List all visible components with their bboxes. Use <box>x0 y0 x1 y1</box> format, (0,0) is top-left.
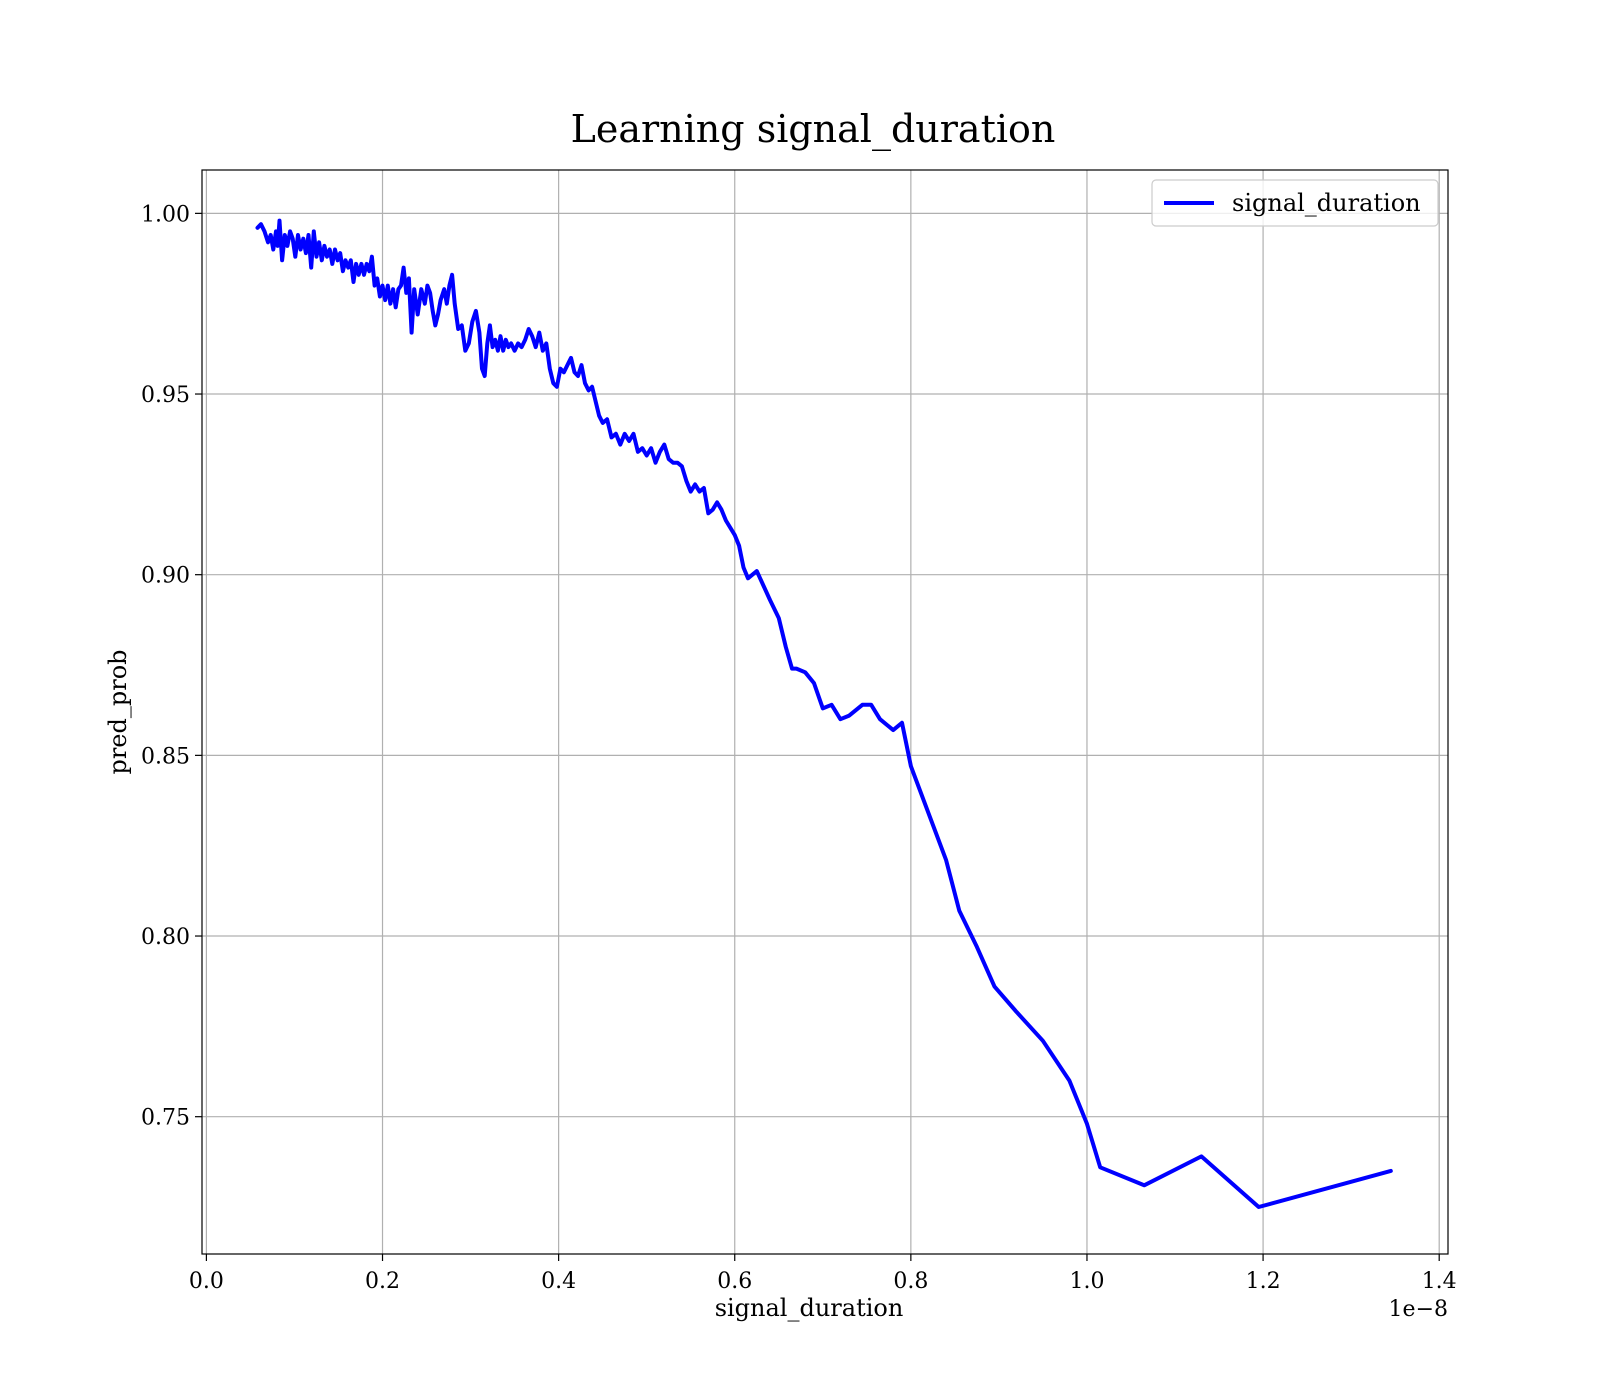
x-tick-label: 0.4 <box>541 1269 576 1294</box>
x-tick-label: 0.8 <box>893 1269 928 1294</box>
series-line-signal-duration <box>255 218 1393 1209</box>
y-tick-label: 1.00 <box>141 202 190 227</box>
y-axis-label: pred_prob <box>104 649 132 774</box>
x-tick-label: 1.2 <box>1246 1269 1281 1294</box>
x-tick-label: 1.4 <box>1422 1269 1457 1294</box>
y-tick-label: 0.90 <box>141 564 190 589</box>
legend-box <box>1151 179 1439 227</box>
y-tick-label: 0.75 <box>141 1106 190 1131</box>
x-axis-label: signal_duration <box>715 1294 904 1322</box>
x-tick-label: 1.0 <box>1069 1269 1104 1294</box>
legend-label-signal-duration: signal_duration <box>1232 189 1421 217</box>
plot-frame <box>201 169 1449 1255</box>
y-tick-label: 0.95 <box>141 383 190 408</box>
chart-title: Learning signal_duration <box>571 107 1056 152</box>
grid-lines <box>202 170 1448 1254</box>
plot-series <box>255 218 1393 1209</box>
y-tick-label: 0.80 <box>141 925 190 950</box>
x-axis-offset-text: 1e−8 <box>1389 1297 1448 1322</box>
legend: signal_duration <box>1151 179 1439 227</box>
axis-ticks: 0.0 0.2 0.4 0.6 0.8 1.0 1.2 1.4 0.75 0.80 0.85 0.90… <box>141 202 1457 1294</box>
x-tick-label: 0.6 <box>717 1269 752 1294</box>
x-tick-label: 0.0 <box>189 1269 224 1294</box>
x-tick-label: 0.2 <box>365 1269 400 1294</box>
y-tick-label: 0.85 <box>141 744 190 769</box>
